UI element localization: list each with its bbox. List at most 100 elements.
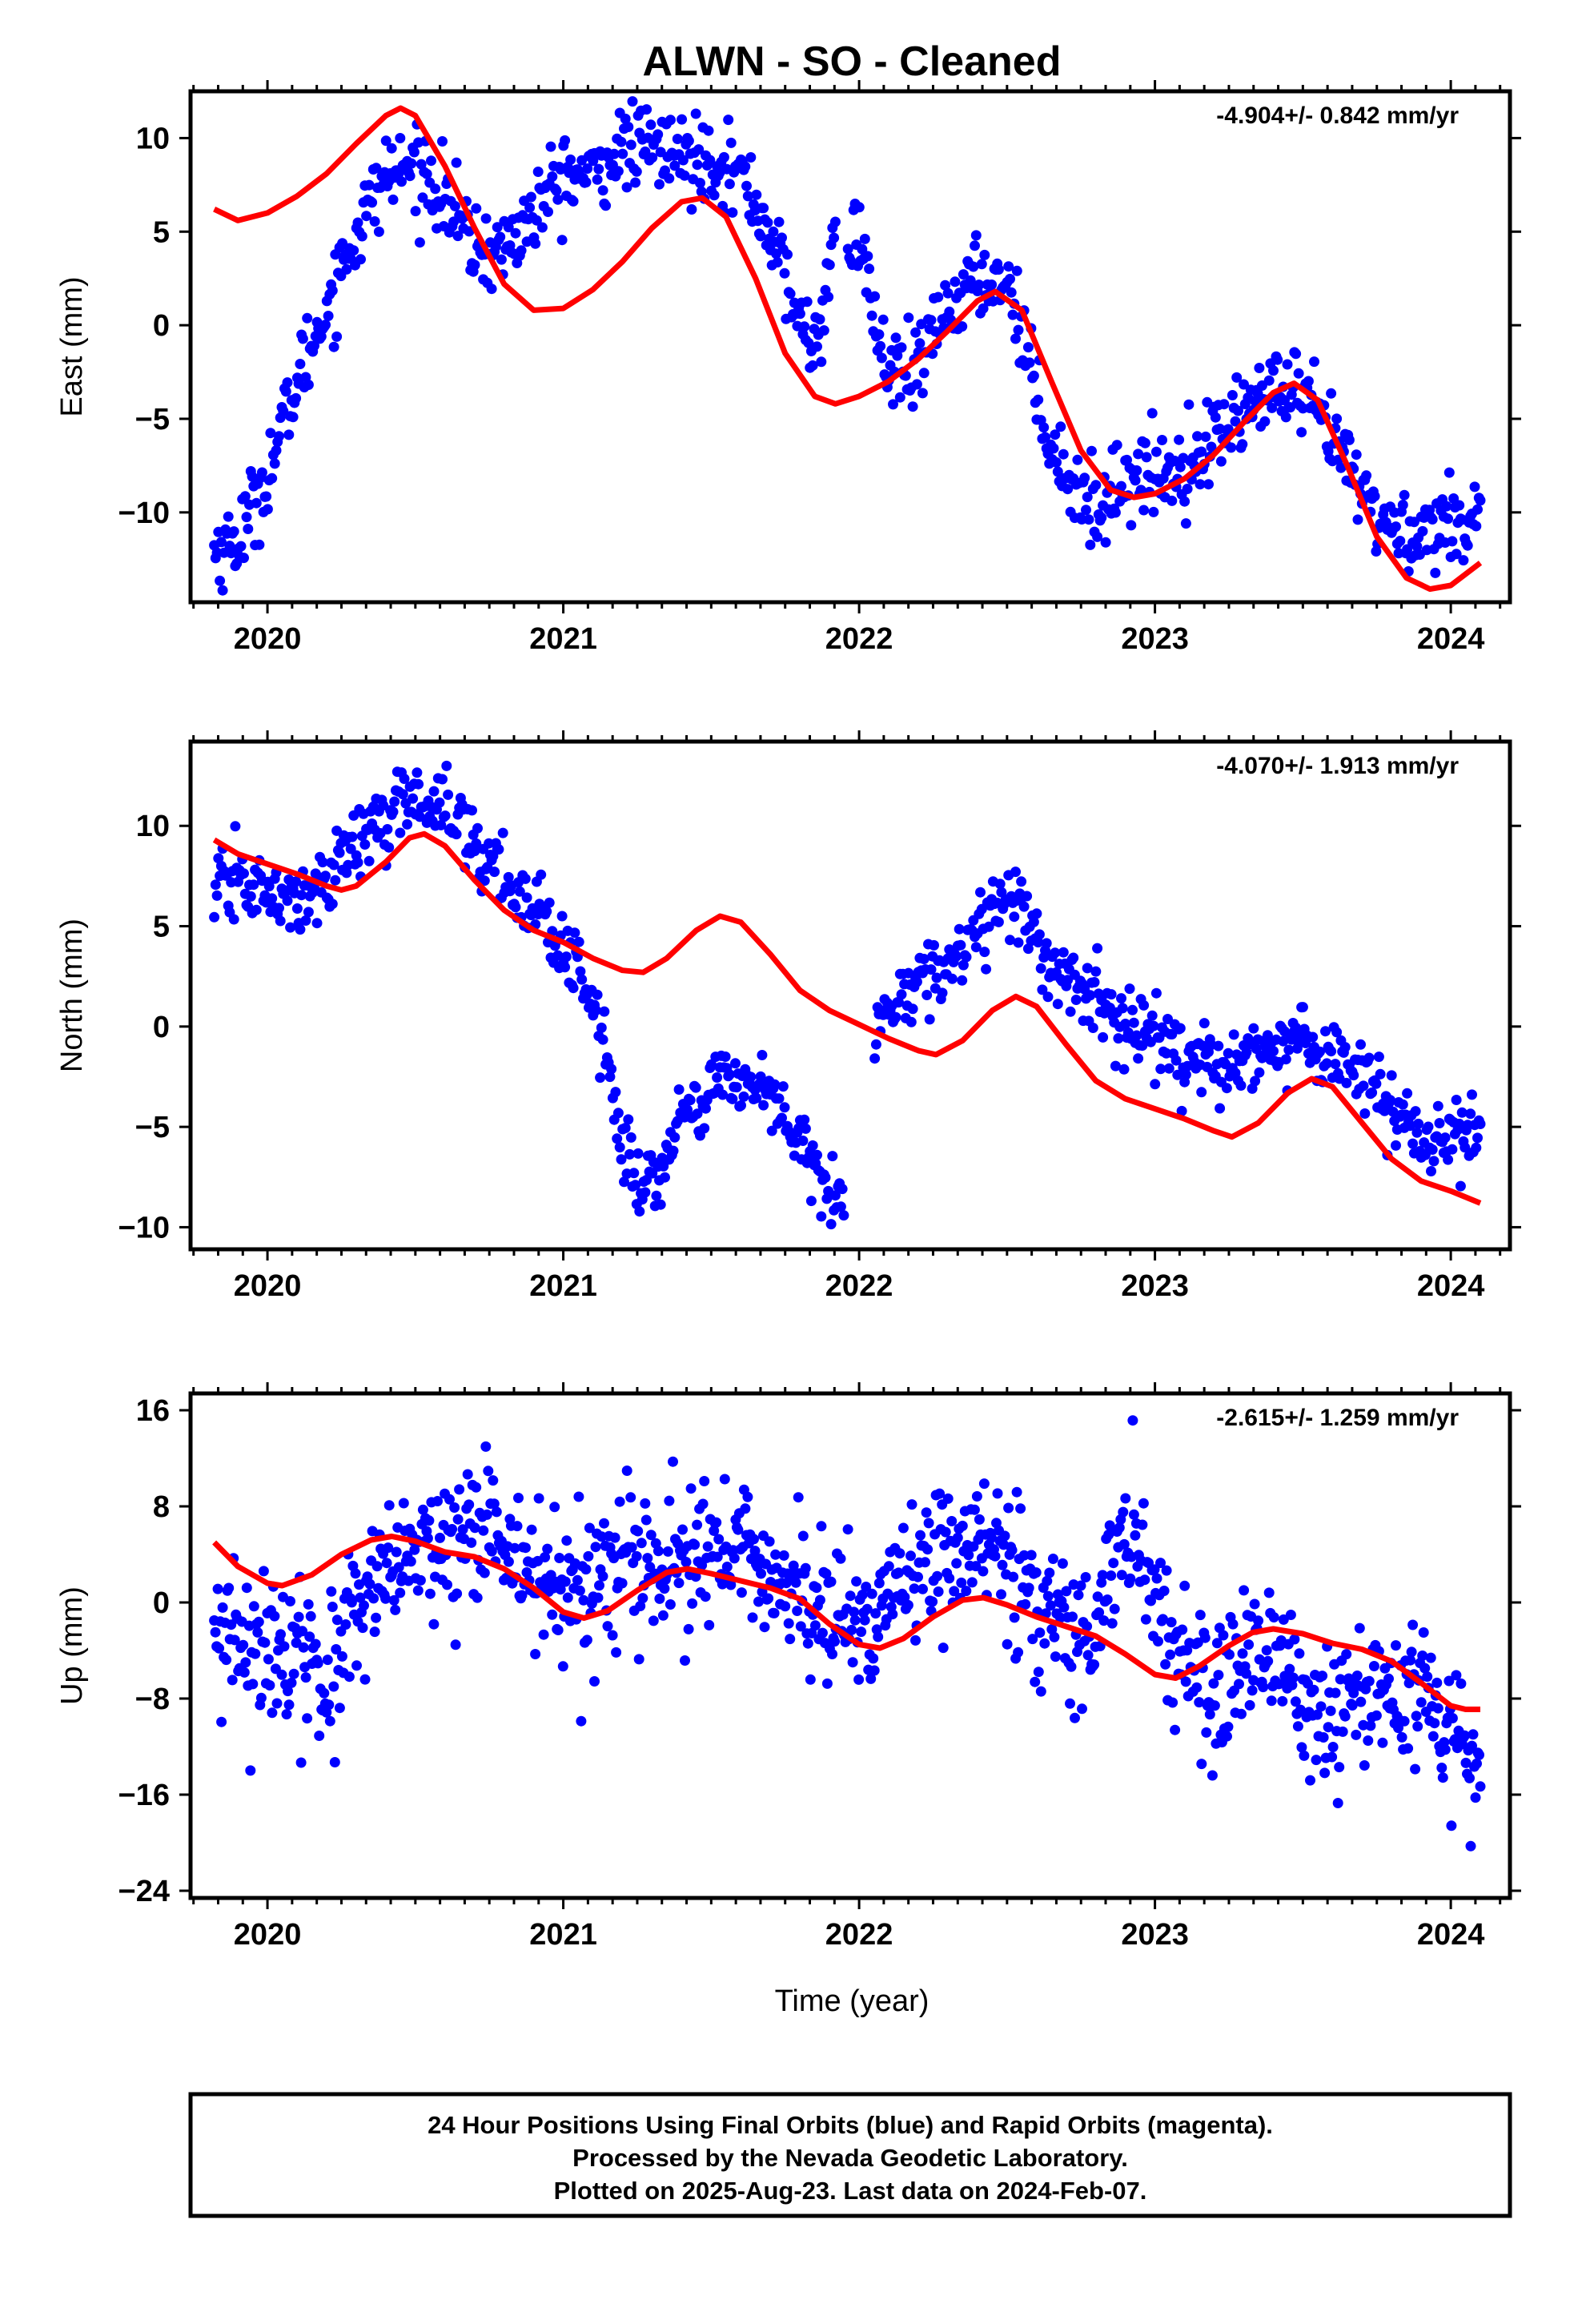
up-data-point bbox=[533, 1493, 544, 1504]
up-data-point bbox=[424, 1588, 436, 1599]
up-data-point bbox=[364, 1578, 375, 1590]
up-data-point bbox=[971, 1491, 982, 1502]
up-y-tick-label: −8 bbox=[135, 1683, 170, 1716]
north-data-point bbox=[1410, 1106, 1421, 1117]
east-data-point bbox=[1092, 531, 1103, 542]
north-data-point bbox=[1116, 993, 1126, 1004]
east-data-point bbox=[727, 207, 738, 218]
up-data-point bbox=[949, 1586, 960, 1597]
up-data-point bbox=[681, 1557, 692, 1567]
up-data-point bbox=[1266, 1695, 1277, 1707]
up-data-point bbox=[932, 1570, 943, 1582]
up-data-point bbox=[488, 1475, 499, 1486]
north-data-point bbox=[1022, 891, 1033, 902]
east-data-point bbox=[1280, 412, 1291, 423]
up-data-point bbox=[269, 1610, 280, 1622]
up-data-point bbox=[614, 1496, 625, 1507]
east-data-point bbox=[1052, 466, 1063, 477]
up-data-point bbox=[946, 1516, 958, 1526]
east-data-point bbox=[777, 232, 787, 243]
up-data-point bbox=[1417, 1651, 1428, 1661]
east-data-point bbox=[543, 207, 553, 217]
up-data-point bbox=[398, 1498, 409, 1509]
north-data-point bbox=[993, 916, 1004, 927]
up-data-point bbox=[749, 1546, 761, 1557]
east-data-point bbox=[986, 279, 998, 290]
east-data-point bbox=[970, 230, 982, 241]
east-data-point bbox=[896, 342, 907, 353]
up-data-point bbox=[733, 1524, 744, 1535]
up-data-point bbox=[1475, 1781, 1486, 1792]
east-data-point bbox=[741, 180, 752, 191]
up-data-point bbox=[642, 1553, 653, 1564]
up-data-point bbox=[250, 1648, 261, 1659]
up-data-point bbox=[1089, 1659, 1100, 1671]
north-data-point bbox=[1018, 901, 1030, 912]
east-data-point bbox=[251, 497, 262, 509]
up-data-point bbox=[447, 1524, 458, 1534]
north-data-point bbox=[994, 879, 1006, 890]
north-data-point bbox=[1443, 1154, 1454, 1165]
up-data-point bbox=[913, 1571, 923, 1582]
north-data-point bbox=[931, 972, 942, 983]
north-data-point bbox=[1391, 1140, 1401, 1151]
east-data-point bbox=[274, 431, 284, 442]
north-data-point bbox=[699, 1123, 710, 1134]
north-data-point bbox=[757, 1050, 768, 1060]
north-data-point bbox=[807, 1140, 818, 1151]
east-data-point bbox=[437, 136, 448, 147]
east-data-point bbox=[421, 168, 432, 179]
up-data-point bbox=[869, 1665, 880, 1676]
up-data-point bbox=[990, 1550, 1001, 1562]
north-data-point bbox=[441, 760, 452, 771]
east-data-point bbox=[876, 352, 887, 364]
up-data-point bbox=[1040, 1608, 1051, 1619]
up-data-point bbox=[1403, 1743, 1414, 1754]
up-data-point bbox=[662, 1546, 673, 1557]
up-data-point bbox=[371, 1612, 382, 1623]
up-data-point bbox=[1318, 1732, 1329, 1743]
north-data-point bbox=[536, 869, 547, 880]
east-rate-label: -4.904+/- 0.842 mm/yr bbox=[1216, 103, 1459, 129]
up-data-point bbox=[736, 1587, 747, 1598]
east-data-point bbox=[363, 179, 375, 191]
east-data-point bbox=[1111, 440, 1122, 451]
east-data-point bbox=[803, 337, 814, 348]
up-data-point bbox=[1030, 1567, 1042, 1578]
up-data-point bbox=[978, 1566, 989, 1577]
north-data-point bbox=[402, 818, 413, 830]
north-data-point bbox=[1098, 1031, 1109, 1043]
up-data-point bbox=[683, 1623, 694, 1634]
east-data-point bbox=[718, 151, 729, 163]
east-data-point bbox=[1011, 265, 1022, 276]
east-data-point bbox=[269, 458, 280, 469]
north-data-point bbox=[211, 890, 223, 901]
up-data-point bbox=[229, 1634, 240, 1646]
east-data-point bbox=[807, 360, 818, 371]
up-data-point bbox=[285, 1596, 295, 1606]
east-data-point bbox=[1475, 495, 1486, 506]
up-data-point bbox=[763, 1593, 774, 1604]
east-data-point bbox=[1179, 496, 1191, 507]
up-data-point bbox=[255, 1692, 267, 1703]
north-data-point bbox=[717, 1089, 729, 1100]
east-data-point bbox=[816, 356, 827, 368]
east-data-point bbox=[630, 177, 641, 188]
north-data-point bbox=[1009, 911, 1020, 923]
east-data-point bbox=[1050, 429, 1061, 440]
north-data-point bbox=[334, 847, 345, 858]
north-data-point bbox=[951, 951, 962, 962]
up-data-point bbox=[792, 1606, 803, 1616]
up-data-point bbox=[1312, 1709, 1323, 1720]
up-data-point bbox=[1437, 1772, 1448, 1783]
up-data-point bbox=[645, 1530, 656, 1541]
up-data-point bbox=[302, 1713, 313, 1724]
up-data-point bbox=[621, 1466, 632, 1476]
up-data-point bbox=[1332, 1798, 1343, 1808]
up-data-point bbox=[961, 1586, 972, 1597]
up-data-point bbox=[887, 1609, 898, 1620]
east-data-point bbox=[414, 237, 425, 248]
up-x-tick-label: 2022 bbox=[825, 1918, 893, 1952]
up-data-point bbox=[442, 1579, 452, 1590]
east-data-point bbox=[331, 331, 343, 342]
